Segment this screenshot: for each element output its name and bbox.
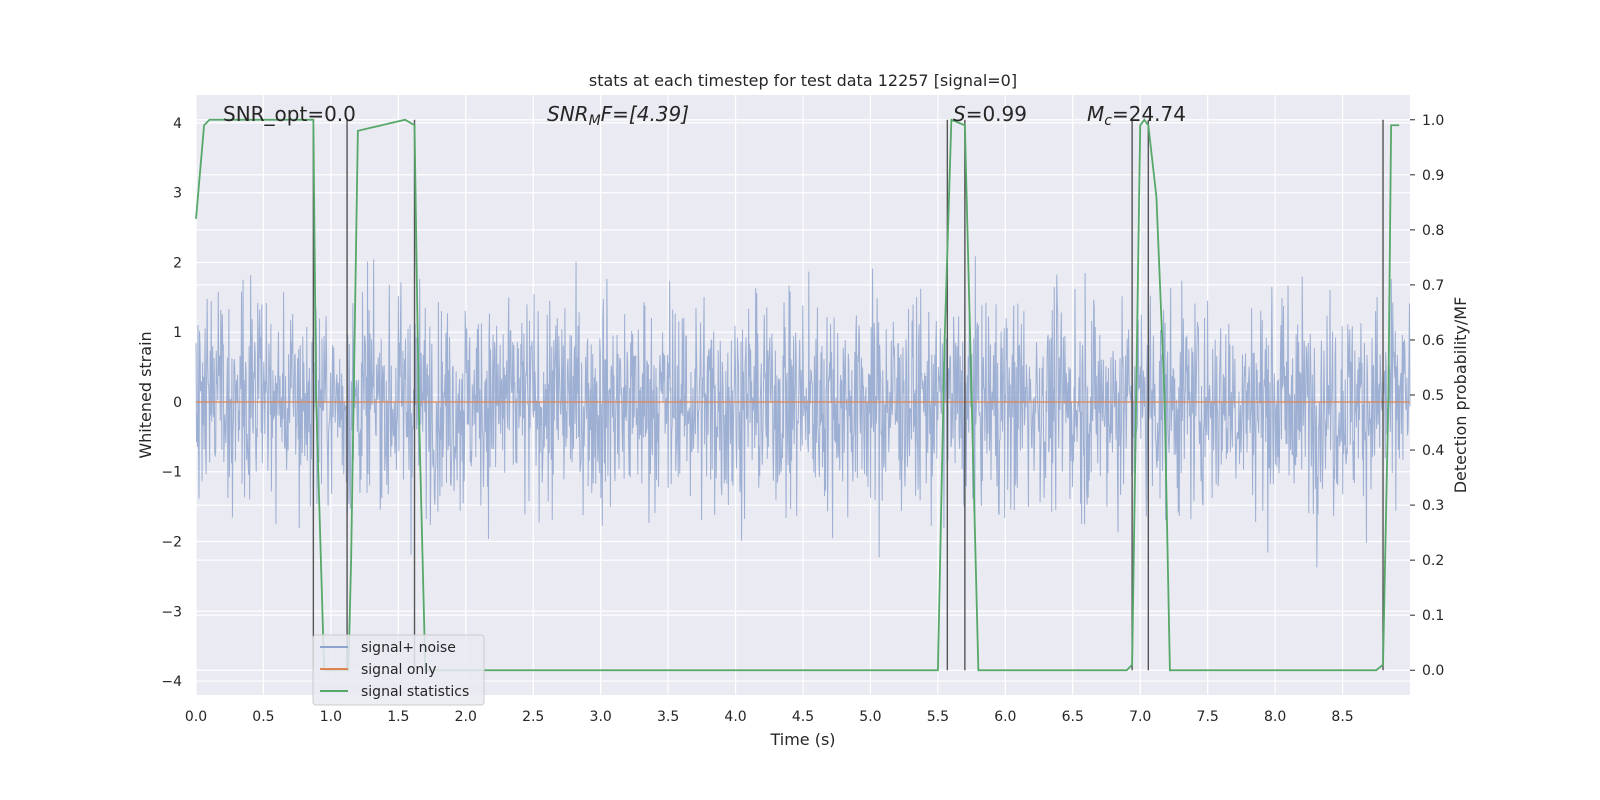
x-tick-label: 0.5 (252, 709, 274, 725)
y-tick-label-right: 0.6 (1422, 333, 1444, 349)
legend-label-signal-statistics: signal statistics (361, 684, 469, 700)
x-tick-label: 6.5 (1062, 709, 1084, 725)
legend: signal+ noise signal only signal statist… (312, 634, 485, 706)
x-tick-label: 8.5 (1331, 709, 1353, 725)
x-tick-label: 7.5 (1197, 709, 1219, 725)
y-tick-label-left: 4 (173, 116, 182, 132)
vertical-markers (312, 119, 1384, 671)
x-tick-label: 6.0 (994, 709, 1016, 725)
legend-box (312, 634, 485, 706)
y-tick-label-right: 1.0 (1422, 113, 1444, 129)
y-tick-label-right: 0.8 (1422, 223, 1444, 239)
chart-title: stats at each timestep for test data 122… (589, 71, 1017, 90)
y-axis-right-ticks: 1.0 0.9 0.8 0.7 0.6 0.5 0.4 0.3 0.2 0.1 0.0 (1410, 113, 1444, 679)
y-tick-label-left: 2 (173, 255, 182, 271)
x-tick-label: 5.0 (859, 709, 881, 725)
y-tick-label-right: 0.7 (1422, 278, 1444, 294)
annotation-mc: Mc=24.74 (1087, 102, 1186, 129)
y-tick-label-left: 3 (173, 186, 182, 202)
y-tick-label-right: 0.0 (1422, 663, 1444, 679)
x-tick-label: 4.0 (724, 709, 746, 725)
y-axis-right-label: Detection probability/MF (1451, 297, 1470, 494)
x-tick-label: 8.0 (1264, 709, 1286, 725)
signal-noise-line (195, 256, 1411, 568)
y-tick-label-right: 0.9 (1422, 168, 1444, 184)
x-tick-label: 7.0 (1129, 709, 1151, 725)
y-tick-label-left: 0 (173, 395, 182, 411)
annotation-snr-opt: SNR_opt=0.0 (223, 102, 356, 126)
signal-statistics-series (195, 118, 1400, 672)
signal-noise-series (195, 256, 1411, 568)
x-tick-label: 5.5 (927, 709, 949, 725)
annotation-s-symbol: S (953, 102, 966, 126)
y-tick-label-right: 0.2 (1422, 553, 1444, 569)
x-tick-label: 1.5 (387, 709, 409, 725)
annotation-snr-mf: SNRMF=[4.39] (547, 102, 689, 129)
x-tick-label: 1.0 (320, 709, 342, 725)
y-tick-label-right: 0.1 (1422, 608, 1444, 624)
y-axis-left-ticks: 4 3 2 1 0 −1 −2 −3 −4 (161, 116, 182, 690)
y-tick-label-left: −3 (161, 604, 182, 620)
x-tick-label: 3.0 (590, 709, 612, 725)
annotation-mc-symbol: M (1087, 102, 1104, 126)
annotation-s: S=0.99 (953, 102, 1027, 126)
y-tick-label-left: 1 (173, 325, 182, 341)
x-tick-label: 2.5 (522, 709, 544, 725)
y-tick-label-right: 0.5 (1422, 388, 1444, 404)
legend-label-signal-only: signal only (361, 662, 436, 678)
x-axis-label: Time (s) (769, 730, 835, 749)
x-tick-label: 2.0 (455, 709, 477, 725)
annotation-mc-value: =24.74 (1112, 102, 1186, 126)
x-axis-ticks: 0.0 0.5 1.0 1.5 2.0 2.5 3.0 3.5 4.0 4.5 5.0 5.5 6.0 6… (185, 709, 1354, 725)
y-tick-label-left: −1 (161, 465, 182, 481)
x-tick-label: 4.5 (792, 709, 814, 725)
y-tick-label-right: 0.4 (1422, 443, 1444, 459)
annotation-snr-mf-value: F=[4.39] (601, 102, 689, 126)
x-tick-label: 3.5 (657, 709, 679, 725)
annotation-s-value: =0.99 (966, 102, 1027, 126)
y-tick-label-right: 0.3 (1422, 498, 1444, 514)
annotation-mc-subscript: c (1104, 113, 1112, 129)
annotation-snr-mf-symbol: SNR (547, 102, 589, 126)
y-tick-label-left: −2 (161, 535, 182, 551)
annotation-snr-mf-subscript: M (589, 113, 601, 129)
signal-statistics-line (195, 118, 1400, 672)
legend-label-signal-noise: signal+ noise (361, 640, 456, 656)
x-tick-label: 0.0 (185, 709, 207, 725)
y-axis-left-label: Whitened strain (136, 331, 155, 458)
y-tick-label-left: −4 (161, 674, 182, 690)
